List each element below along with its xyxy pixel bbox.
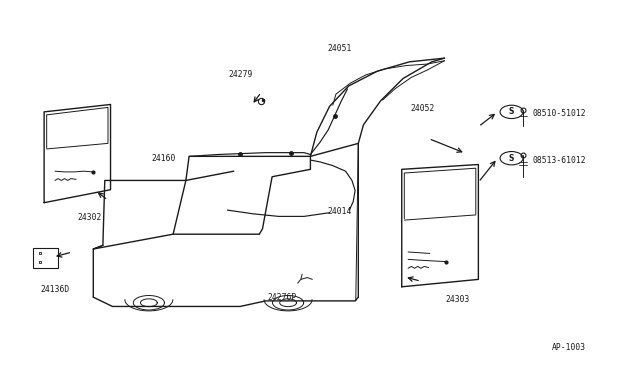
Bar	[33, 248, 58, 268]
Text: 24052: 24052	[410, 104, 435, 113]
Text: 24276P: 24276P	[267, 293, 296, 302]
Text: 24051: 24051	[327, 44, 351, 53]
Text: 24302: 24302	[78, 213, 102, 222]
Text: 08513-61012: 08513-61012	[532, 155, 586, 164]
Text: AP-1003: AP-1003	[552, 343, 586, 352]
Text: 24279: 24279	[228, 70, 252, 79]
Text: 24136D: 24136D	[40, 285, 70, 294]
Text: 24303: 24303	[445, 295, 470, 304]
Text: S: S	[509, 154, 515, 163]
Text: 08510-51012: 08510-51012	[532, 109, 586, 118]
Text: 24014: 24014	[327, 208, 351, 217]
Text: 24160: 24160	[151, 154, 176, 163]
Text: S: S	[509, 108, 515, 116]
